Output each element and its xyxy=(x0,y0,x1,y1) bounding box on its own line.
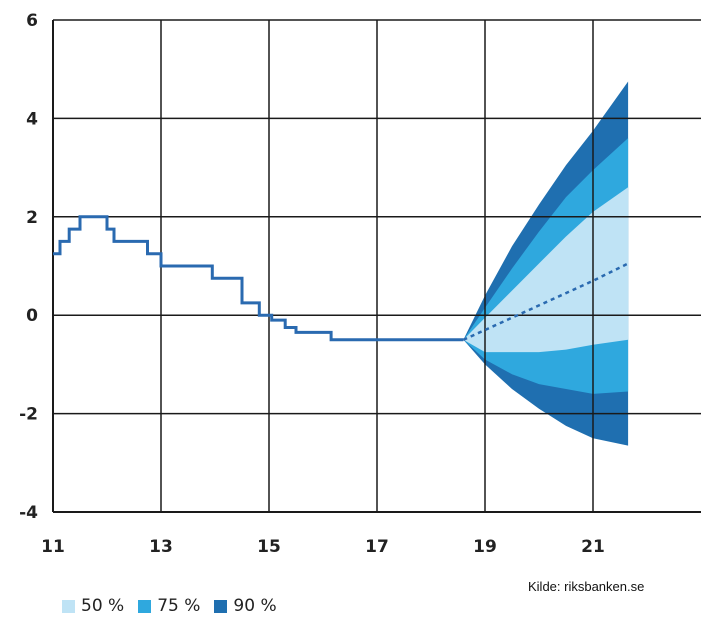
x-tick-13: 13 xyxy=(149,537,173,557)
y-tick-0: 0 xyxy=(26,306,38,326)
history-line xyxy=(53,215,464,342)
forecast-bands xyxy=(463,81,629,446)
legend-label-50: 50 % xyxy=(81,596,125,616)
y-tick-6: 6 xyxy=(26,11,38,31)
legend-swatch-90 xyxy=(214,599,228,613)
x-tick-11: 11 xyxy=(41,537,65,557)
grid-lines xyxy=(52,19,701,513)
y-tick--4: -4 xyxy=(19,503,38,523)
legend-item-75: 75 % xyxy=(138,596,200,616)
history-series xyxy=(53,215,464,342)
x-tick-17: 17 xyxy=(365,537,389,557)
y-tick-2: 2 xyxy=(26,208,38,228)
x-axis-ticks: 11 13 15 17 19 21 xyxy=(41,537,605,557)
y-tick-4: 4 xyxy=(26,109,38,129)
band-50 xyxy=(463,187,629,353)
y-tick--2: -2 xyxy=(19,405,38,425)
x-tick-21: 21 xyxy=(581,537,605,557)
median-line xyxy=(462,262,629,341)
legend-label-75: 75 % xyxy=(157,596,201,616)
legend-swatch-75 xyxy=(138,599,152,613)
legend-item-90: 90 % xyxy=(214,596,277,616)
legend-swatch-50 xyxy=(62,599,75,613)
legend-label-90: 90 % xyxy=(233,596,277,616)
legend: 50 % 75 % 90 % xyxy=(62,596,291,616)
median-forecast xyxy=(462,262,629,341)
x-tick-19: 19 xyxy=(473,537,497,557)
x-tick-15: 15 xyxy=(257,537,281,557)
y-axis-ticks: 6 4 2 0 -2 -4 xyxy=(19,11,38,523)
legend-item-50: 50 % xyxy=(62,596,124,616)
source-note: Kilde: riksbanken.se xyxy=(528,579,645,594)
